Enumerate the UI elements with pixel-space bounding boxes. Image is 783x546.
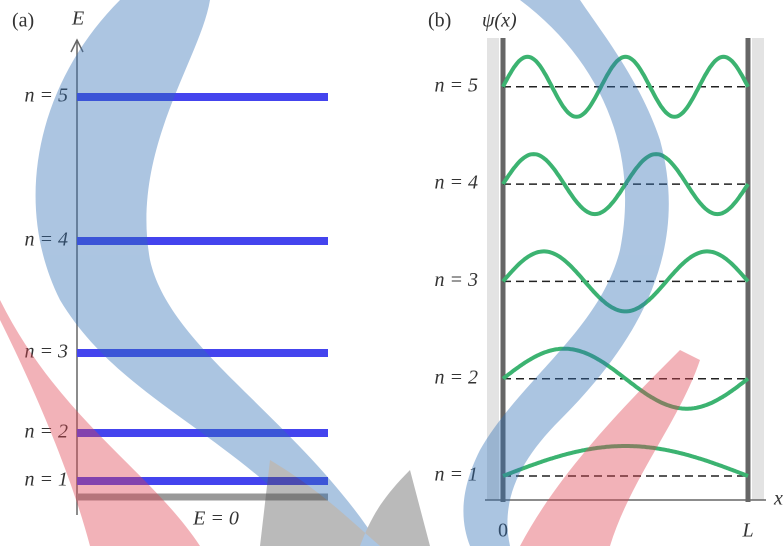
axis-label: ψ(x)	[482, 10, 517, 32]
panel-label: (a)	[12, 10, 34, 32]
x-start: 0	[498, 520, 508, 542]
wall-shade	[752, 38, 764, 500]
state-label: n = 4	[435, 172, 479, 194]
level-label: n = 4	[25, 229, 69, 251]
level-label: n = 1	[25, 469, 69, 491]
axis-label: E	[71, 8, 84, 30]
state-label: n = 5	[435, 74, 479, 96]
marks: n = 1 n = 2 n = 3 n = 4 n = 5 n = 1 n = 2 n = 3…	[25, 57, 749, 491]
watermark	[0, 0, 700, 546]
zero-label: E = 0	[192, 508, 239, 530]
level-label: n = 3	[25, 341, 69, 363]
panel-label: (b)	[428, 10, 451, 32]
figure: (a) E E = 0 (b) ψ(x) x 0 L n = 1n = 2n =…	[0, 0, 783, 546]
state-label: n = 3	[435, 269, 479, 291]
state-label: n = 2	[435, 366, 479, 388]
wall-shade	[487, 38, 499, 500]
x-label: x	[773, 488, 783, 510]
level-label: n = 2	[25, 421, 69, 443]
wavefunction	[503, 446, 748, 476]
state-label: n = 1	[435, 464, 479, 486]
level-label: n = 5	[25, 85, 69, 107]
x-end: L	[741, 520, 753, 542]
